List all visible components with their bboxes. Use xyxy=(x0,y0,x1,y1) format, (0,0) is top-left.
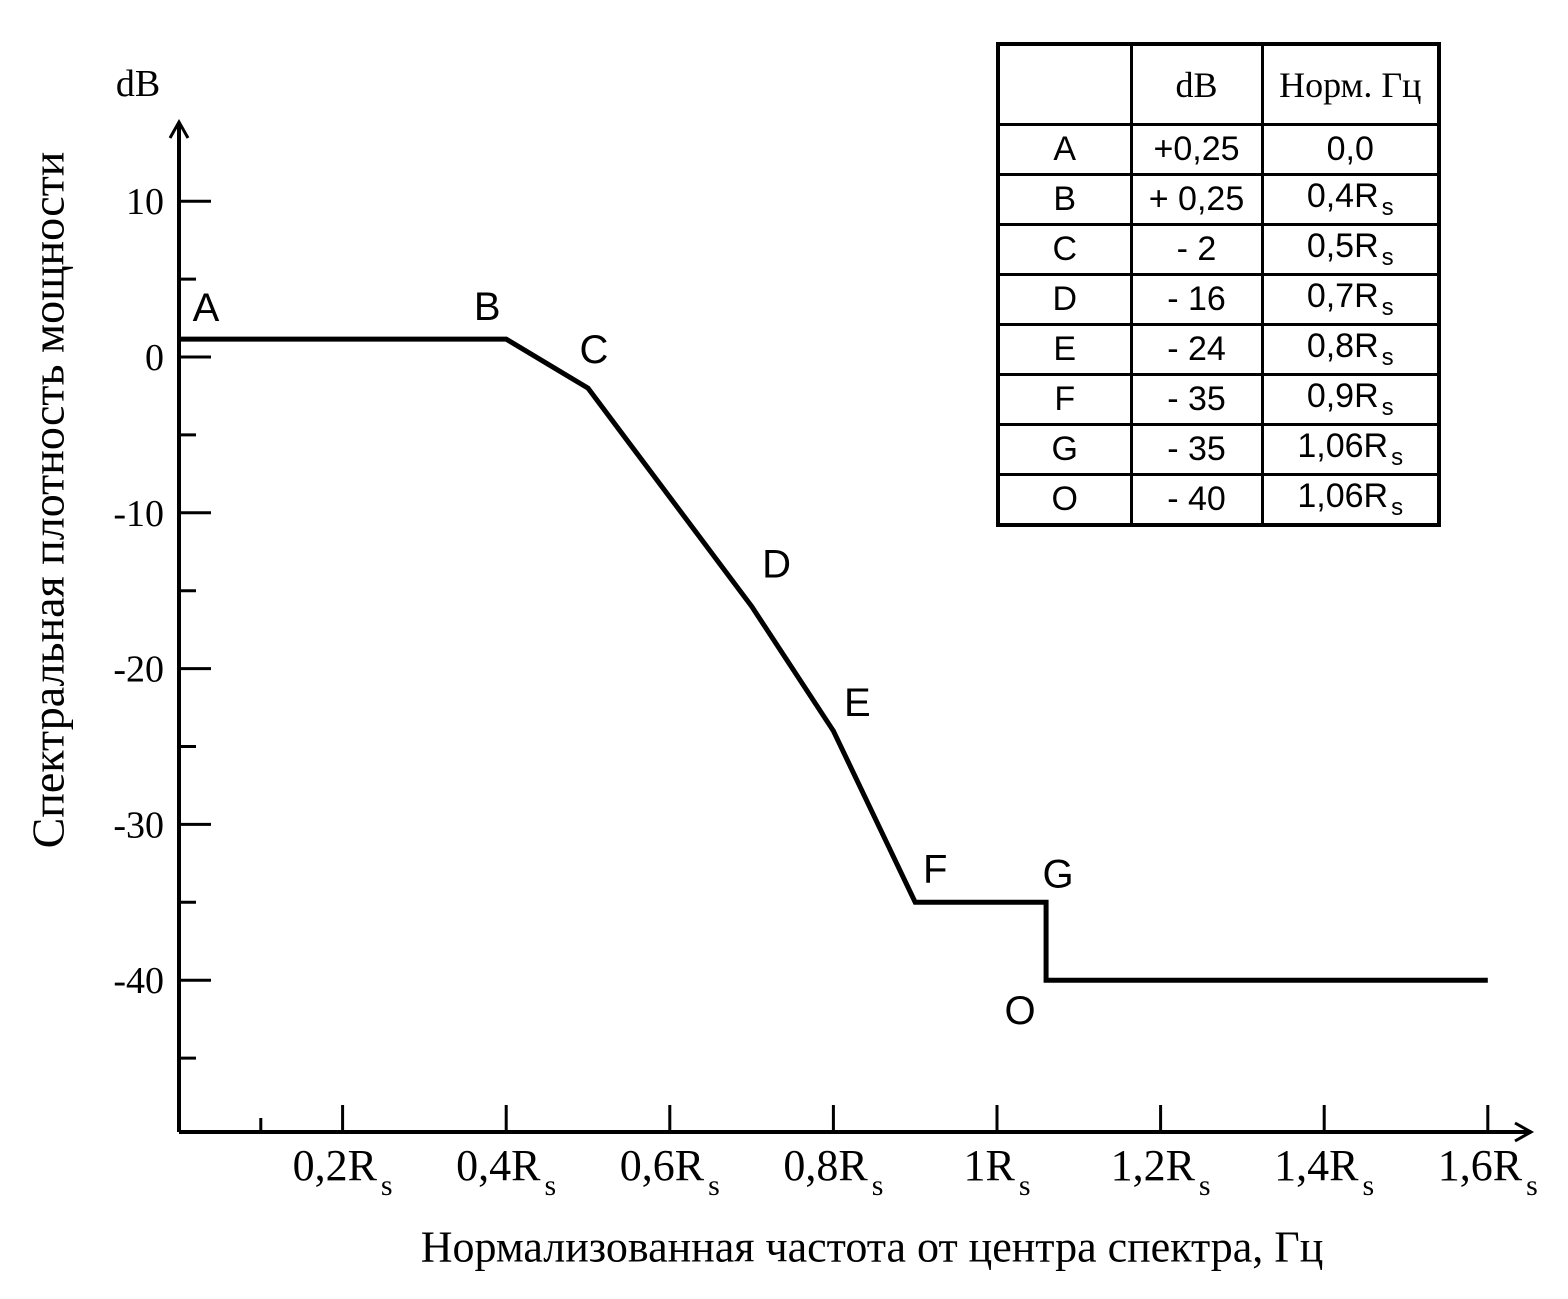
subscript-s: s xyxy=(1381,393,1394,421)
subscript-s: s xyxy=(1381,193,1394,221)
db-cell: - 16 xyxy=(1129,273,1264,326)
table-body: A +0,25 0,0 B + 0,25 0,4R s C - 2 0,5R s D - 16 0,7R s… xyxy=(996,123,1441,527)
point-label-O: O xyxy=(1005,989,1036,1033)
point-cell: D xyxy=(996,273,1133,326)
db-cell: + 0,25 xyxy=(1129,173,1264,226)
spectral-mask-curve xyxy=(179,336,1488,983)
table-header-freq: Норм. Гц xyxy=(1260,42,1441,126)
table-row: O- 40 1,06R s xyxy=(996,473,1441,527)
y-tick-label: -30 xyxy=(113,804,164,846)
y-tick-label: 10 xyxy=(126,181,164,223)
table-row: F- 35 0,9R s xyxy=(996,373,1441,426)
db-cell: +0,25 xyxy=(1129,123,1264,176)
table-header: dB Норм. Гц xyxy=(996,42,1441,126)
db-cell: - 24 xyxy=(1129,323,1264,376)
x-tick-label: 1,2R s xyxy=(1111,1141,1211,1202)
x-tick-label: 1R s xyxy=(963,1141,1030,1202)
freq-cell: 0,9R s xyxy=(1260,373,1441,426)
point-cell: O xyxy=(996,473,1133,527)
db-cell: - 40 xyxy=(1129,473,1264,527)
point-cell: A xyxy=(996,123,1133,176)
x-tick-label: 0,4R s xyxy=(456,1141,556,1202)
freq-cell: 1,06R s xyxy=(1260,423,1441,476)
point-cell: C xyxy=(996,223,1133,276)
point-label-A: A xyxy=(193,286,220,330)
table-row: B + 0,25 0,4R s xyxy=(996,173,1441,226)
freq-cell: 1,06R s xyxy=(1260,473,1441,527)
table-header-row: dB Норм. Гц xyxy=(996,42,1441,126)
freq-cell: 0,0 xyxy=(1260,123,1441,176)
table-row: G- 35 1,06R s xyxy=(996,423,1441,476)
table-row: A +0,25 0,0 xyxy=(996,123,1441,176)
mask-points-table: dB Норм. Гц A +0,25 0,0 B + 0,25 0,4R s C - 2 0,5… xyxy=(996,42,1441,527)
db-cell: - 2 xyxy=(1129,223,1264,276)
subscript-s: s xyxy=(1391,493,1404,521)
db-cell: - 35 xyxy=(1129,423,1264,476)
table-row: D- 16 0,7R s xyxy=(996,273,1441,326)
x-axis-arrow-icon xyxy=(1514,1121,1535,1143)
x-tick-label: 1,4R s xyxy=(1274,1141,1374,1202)
db-cell: - 35 xyxy=(1129,373,1264,426)
point-label-D: D xyxy=(762,542,791,586)
table-header-point xyxy=(996,42,1133,126)
y-tick-label: -40 xyxy=(113,960,164,1002)
subscript-s: s xyxy=(1381,293,1394,321)
point-cell: E xyxy=(996,323,1133,376)
freq-cell: 0,5R s xyxy=(1260,223,1441,276)
x-tick-label: 0,8R s xyxy=(783,1141,883,1202)
table-header-db: dB xyxy=(1129,42,1264,126)
point-cell: F xyxy=(996,373,1133,426)
y-axis-unit-label: dB xyxy=(115,63,161,105)
x-tick-label: 0,6R s xyxy=(620,1141,720,1202)
x-axis-title: Нормализованная частота от центра спектр… xyxy=(420,1222,1324,1272)
y-axis-title: Спектральная плотность мощности xyxy=(22,151,74,849)
y-tick-label: -10 xyxy=(113,493,164,535)
x-tick-label: 1,6R s xyxy=(1438,1141,1538,1202)
point-label-C: C xyxy=(580,328,609,372)
subscript-s: s xyxy=(1391,443,1404,471)
point-label-F: F xyxy=(923,847,947,891)
point-label-G: G xyxy=(1043,852,1074,896)
table-row: C- 2 0,5R s xyxy=(996,223,1441,276)
subscript-s: s xyxy=(1381,243,1394,271)
x-tick-label: 0,2R s xyxy=(293,1141,393,1202)
freq-cell: 0,7R s xyxy=(1260,273,1441,326)
y-tick-label: 0 xyxy=(145,337,164,379)
y-tick-label: -20 xyxy=(113,649,164,691)
point-cell: B xyxy=(996,173,1133,226)
freq-cell: 0,8R s xyxy=(1260,323,1441,376)
point-cell: G xyxy=(996,423,1133,476)
point-label-E: E xyxy=(844,681,871,725)
y-axis-arrow-icon xyxy=(168,118,190,139)
table-row: E- 24 0,8R s xyxy=(996,323,1441,376)
freq-cell: 0,4R s xyxy=(1260,173,1441,226)
subscript-s: s xyxy=(1381,343,1394,371)
point-label-B: B xyxy=(474,285,501,329)
